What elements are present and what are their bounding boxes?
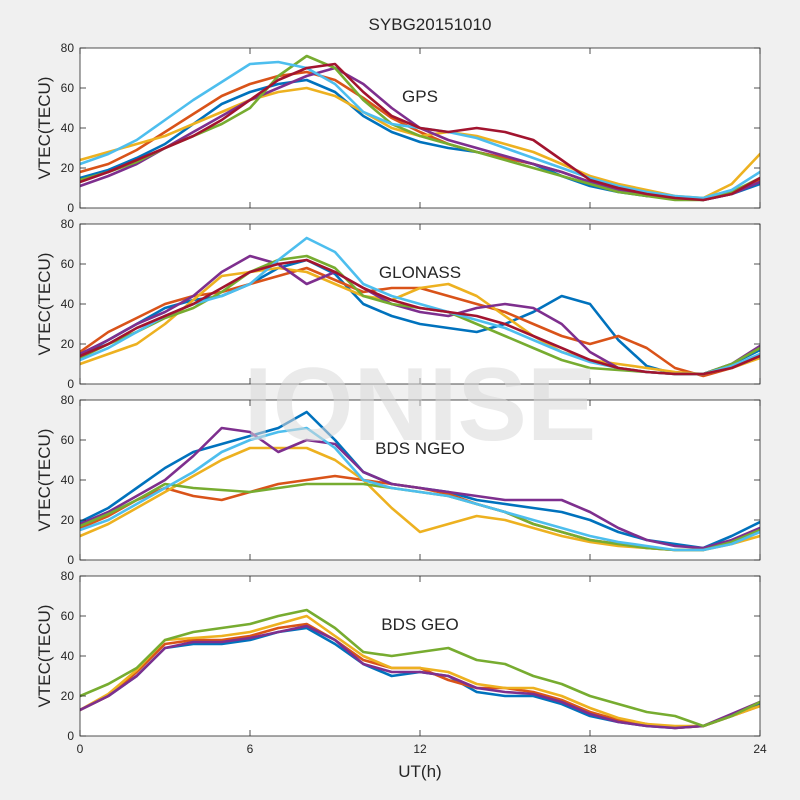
y-tick-label: 0 [67,553,74,567]
y-tick-label: 60 [61,81,75,95]
series-line-2 [80,266,760,376]
panel-label: BDS GEO [381,615,458,634]
y-axis-label: VTEC(TECU) [35,429,54,532]
x-axis-label: UT(h) [398,762,441,781]
series-line-3 [80,624,760,730]
y-tick-label: 80 [61,217,75,231]
y-tick-label: 20 [61,689,75,703]
series-group [80,410,760,552]
series-group [80,236,760,378]
y-tick-label: 0 [67,201,74,215]
series-line-4 [80,608,760,728]
panel-3: 0 20 40 60 80 0 6 12 18 24 VTEC(TECU) BDS GEO [35,569,767,756]
y-tick-label: 80 [61,569,75,583]
y-tick-label: 60 [61,609,75,623]
y-tick-label: 80 [61,41,75,55]
panel-label: BDS NGEO [375,439,465,458]
series-line-6 [80,62,760,202]
y-tick-label: 60 [61,433,75,447]
x-tick-label: 6 [247,742,254,756]
y-tick-label: 40 [61,649,75,663]
series-line-5 [80,426,760,552]
y-axis-label: VTEC(TECU) [35,253,54,356]
series-line-3 [80,426,760,550]
panel-1: 0 20 40 60 80 VTEC(TECU) GLONASS [35,217,761,391]
y-tick-label: 40 [61,297,75,311]
y-tick-label: 60 [61,257,75,271]
y-tick-label: 40 [61,473,75,487]
series-group [80,608,760,730]
panel-label: GPS [402,87,438,106]
x-tick-label: 24 [753,742,767,756]
panel-0: 0 20 40 60 80 VTEC(TECU) GPS [35,41,761,215]
panel-2: 0 20 40 60 80 VTEC(TECU) BDS NGEO [35,393,761,567]
panel-label: GLONASS [379,263,461,282]
y-tick-label: 40 [61,121,75,135]
watermark-text: IONISE [244,347,597,463]
x-tick-label: 18 [583,742,597,756]
series-line-2 [80,614,760,728]
x-tick-label: 12 [413,742,427,756]
plot-area [80,576,760,736]
y-tick-label: 80 [61,393,75,407]
series-line-6 [80,258,760,376]
y-axis-label: VTEC(TECU) [35,77,54,180]
x-tick-label: 0 [77,742,84,756]
y-tick-label: 20 [61,161,75,175]
y-tick-label: 20 [61,337,75,351]
y-tick-label: 0 [67,377,74,391]
series-group [80,54,760,202]
y-tick-label: 20 [61,513,75,527]
chart-title: SYBG20151010 [369,15,492,34]
y-axis-label: VTEC(TECU) [35,605,54,708]
plot-area [80,400,760,560]
y-tick-label: 0 [67,729,74,743]
